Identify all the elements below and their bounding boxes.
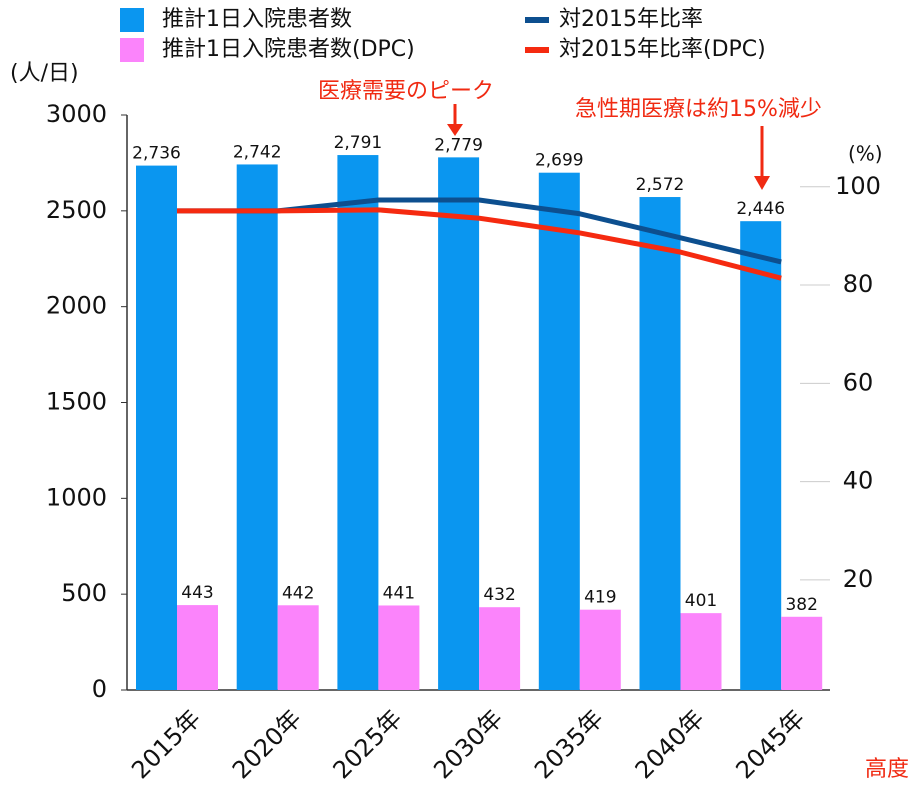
bar xyxy=(639,197,681,691)
bar xyxy=(236,164,278,690)
value-label: 2,699 xyxy=(535,151,584,171)
x-tick-label: 2015年 xyxy=(126,704,206,784)
x-tick-label: 2020年 xyxy=(227,704,307,784)
value-label: 2,779 xyxy=(434,135,483,155)
value-label: 2,791 xyxy=(334,133,383,153)
arrow-head xyxy=(754,176,770,190)
y2-tick-label: 40 xyxy=(843,467,874,495)
bar xyxy=(479,607,521,690)
bar xyxy=(438,157,480,690)
x-tick-label: 2030年 xyxy=(428,704,508,784)
legend-swatch xyxy=(525,47,549,53)
value-label: 442 xyxy=(282,583,314,603)
y-tick-label: 0 xyxy=(92,675,107,703)
annotation: 急性期医療は約15%減少 xyxy=(575,97,822,122)
value-label: 441 xyxy=(383,583,415,603)
bar xyxy=(740,221,782,690)
value-label: 2,446 xyxy=(736,199,785,219)
bar xyxy=(579,609,621,690)
bar xyxy=(177,605,218,690)
y2-tick-label: 80 xyxy=(843,270,874,298)
value-label: 382 xyxy=(785,595,817,615)
bar xyxy=(378,605,420,690)
value-label: 2,736 xyxy=(132,144,181,164)
annotation: 医療需要のピーク xyxy=(318,79,494,104)
bar xyxy=(136,165,177,691)
y2-tick-label: 20 xyxy=(843,565,874,593)
value-label: 443 xyxy=(181,583,213,603)
legend-swatch xyxy=(120,8,144,32)
annotation: 高度 xyxy=(865,757,909,782)
y2-tick-label: 100 xyxy=(835,172,881,200)
x-tick-label: 2025年 xyxy=(328,704,408,784)
y-tick-label: 1000 xyxy=(46,483,107,511)
y-tick-label: 3000 xyxy=(46,100,107,128)
value-label: 2,742 xyxy=(233,142,282,162)
bar xyxy=(680,613,722,690)
y-tick-label: 2500 xyxy=(46,196,107,224)
legend-label: 対2015年比率(DPC) xyxy=(559,37,766,62)
x-tick-label: 2035年 xyxy=(529,704,609,784)
y-tick-label: 1500 xyxy=(46,388,107,416)
legend-label: 推計1日入院患者数(DPC) xyxy=(162,37,415,62)
bar xyxy=(781,616,823,690)
y-tick-label: 2000 xyxy=(46,292,107,320)
bar xyxy=(277,605,319,690)
legend-label: 対2015年比率 xyxy=(559,7,703,32)
bar xyxy=(337,155,379,690)
y-tick-label: 500 xyxy=(61,579,107,607)
bar xyxy=(538,172,580,691)
legend-swatch xyxy=(525,17,549,23)
value-label: 2,572 xyxy=(636,175,685,195)
y2-axis-label: (%) xyxy=(848,142,883,166)
x-tick-label: 2040年 xyxy=(630,704,710,784)
ratio-line xyxy=(177,207,782,281)
value-label: 419 xyxy=(584,588,616,608)
y2-tick-label: 60 xyxy=(843,368,874,396)
y-axis-label: (人/日) xyxy=(10,61,79,86)
legend-label: 推計1日入院患者数 xyxy=(162,7,352,32)
x-tick-label: 2045年 xyxy=(730,704,810,784)
value-label: 401 xyxy=(685,591,717,611)
legend-swatch xyxy=(120,38,144,62)
value-label: 432 xyxy=(483,585,515,605)
arrow-head xyxy=(447,124,463,136)
